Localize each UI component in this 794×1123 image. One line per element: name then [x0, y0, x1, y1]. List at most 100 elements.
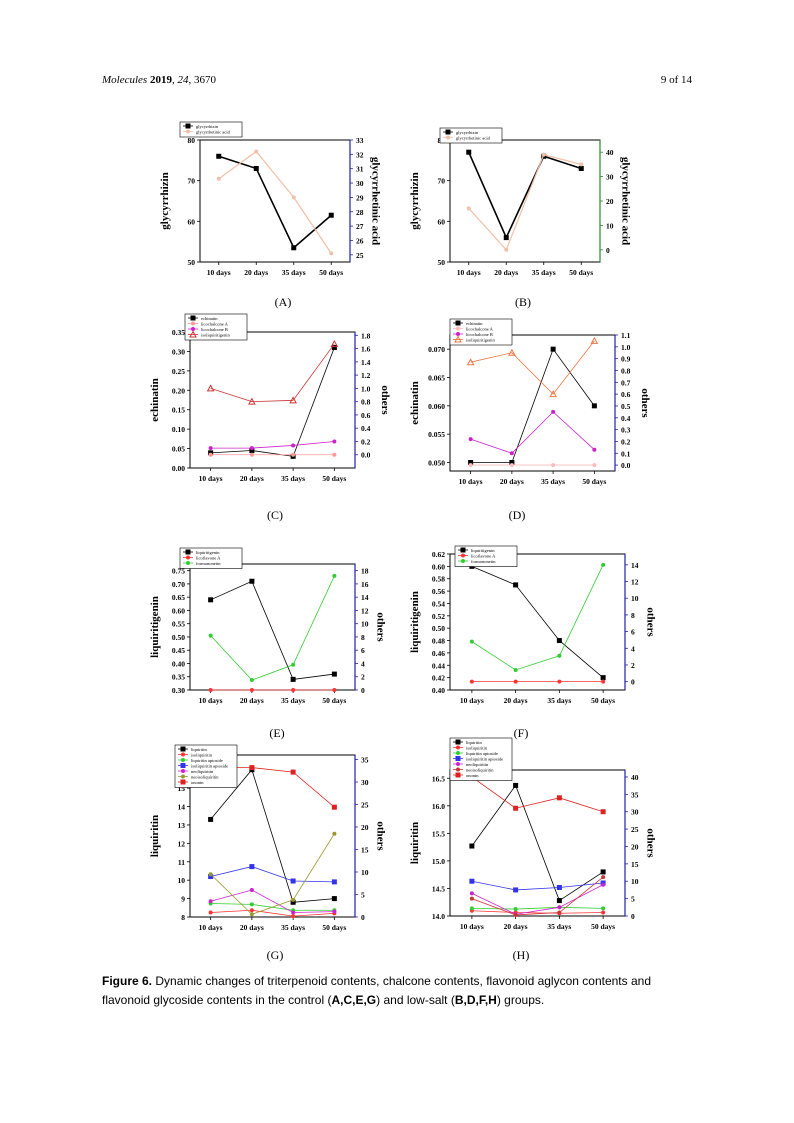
y-tick-label: 9	[181, 895, 185, 904]
y-axis-title-a: glycyrrhizin	[159, 172, 171, 229]
data-point-licochalcone-b	[551, 409, 556, 414]
data-point-licochalcone-b	[208, 446, 213, 451]
x-tick-label: 50 days	[591, 696, 615, 705]
data-point-glycyrrhizin	[216, 153, 222, 159]
y-tick-label: 0.58	[432, 575, 445, 584]
y-tick-label: 0.56	[432, 587, 445, 596]
legend-marker	[456, 326, 460, 331]
data-point-liquiritigenin	[331, 671, 337, 677]
legend-entry: licochalcone B	[466, 332, 493, 337]
series-line-glycyrrhizin	[468, 151, 582, 240]
y2-tick-label: 20	[606, 197, 614, 206]
x-tick-label: 35 days	[541, 477, 565, 486]
y2-tick-label: 18	[361, 567, 369, 576]
data-point-licochalcone-b	[509, 451, 514, 456]
y-tick-label: 0.45	[172, 646, 185, 655]
series-line-isoliquiritigenin	[210, 343, 335, 403]
data-point-neoisoliquiritin	[208, 872, 213, 877]
x-tick-label: 35 days	[532, 268, 556, 277]
data-point-isoliquiritin-apioside	[513, 887, 519, 893]
y-tick-label: 15.5	[432, 829, 445, 838]
series-line-echinatin	[210, 347, 335, 457]
data-point-isoliquiritin-apioside	[331, 879, 337, 885]
data-point-formononetin	[332, 573, 337, 578]
y-tick-label: 0.25	[172, 367, 185, 376]
data-point-formononetin	[513, 667, 518, 672]
data-point-licochalcone-a	[551, 463, 556, 468]
y-tick-label: 70	[188, 177, 196, 186]
y2-tick-label: 1.2	[361, 371, 371, 380]
data-point-neoliquiritin	[557, 905, 562, 910]
data-point-neoliquiritin	[208, 899, 213, 904]
series-line-ononin	[471, 776, 604, 813]
data-point-neoliquiritin	[332, 909, 337, 914]
legend-marker	[191, 321, 195, 326]
legend-entry: neoliquiritin	[191, 769, 214, 774]
y2-tick-label: 35	[361, 756, 369, 765]
y-tick-label: 0.60	[432, 562, 445, 571]
journal-citation: Molecules 2019, 24, 3670	[102, 74, 216, 86]
y2-tick-label: 1.0	[361, 384, 371, 393]
x-tick-label: 50 days	[319, 268, 343, 277]
panel-label-e: (E)	[269, 726, 285, 740]
y2-tick-label: 0	[631, 678, 635, 687]
data-point-liquiritigenin	[513, 582, 519, 588]
data-point-neoliquiritin	[469, 891, 474, 896]
y-tick-label: 60	[188, 217, 196, 226]
data-point-neoisoliquiritin	[291, 897, 296, 902]
y-tick-label: 50	[438, 258, 446, 267]
data-point-glycyrrhizin	[503, 235, 509, 241]
y2-tick-label: 6	[631, 628, 635, 637]
legend-marker	[456, 751, 460, 755]
legend-marker	[460, 547, 466, 553]
y2-tick-label: 20	[631, 842, 639, 851]
data-point-licochalcone-a	[291, 452, 296, 457]
y2-tick-label: 25	[361, 801, 369, 810]
y-tick-label: 0.055	[428, 430, 445, 439]
data-point-neoliquiritin	[249, 888, 254, 892]
page-number: 9 of 14	[660, 74, 692, 86]
x-tick-label: 10 days	[460, 922, 484, 931]
journal-volume: 24	[177, 74, 189, 86]
legend-entry: isoliquiritin	[191, 752, 213, 757]
legend-entry: glycyrrhetinic acid	[456, 135, 491, 140]
page-header: Molecules 2019, 24, 3670 9 of 14	[102, 74, 692, 90]
y2-tick-label: 0	[361, 686, 365, 695]
legend-entry: isoliquiritigenin	[201, 332, 230, 337]
series-line-neoisoliquiritin	[471, 876, 604, 916]
data-point-liquiritin-apioside	[249, 902, 254, 907]
panel-label-c: (C)	[267, 508, 283, 522]
data-point-isoliquiritigenin	[590, 336, 599, 344]
data-point-liquiritin	[556, 898, 562, 904]
y2-axis-title-c: others	[379, 385, 391, 415]
y-axis-title-e: liquiritigenin	[149, 596, 161, 658]
data-point-glycyrrhetinic-acid	[504, 247, 509, 252]
data-point-neoisoliquiritin	[332, 831, 337, 836]
data-point-isoliquiritin-apioside	[249, 864, 255, 870]
x-tick-label: 50 days	[322, 923, 346, 932]
legend-entry: liquiritin	[191, 747, 208, 752]
y-tick-label: 13	[178, 821, 186, 830]
y2-tick-label: 0.7	[621, 378, 631, 387]
panel-label-f: (F)	[513, 726, 529, 740]
data-point-echinatin	[591, 403, 597, 409]
data-point-glycyrrhetinic-acid	[541, 152, 546, 157]
y-tick-label: 0.050	[428, 459, 445, 468]
data-point-neoisoliquiritin	[513, 912, 518, 917]
data-point-liquiritin	[331, 896, 337, 902]
chart-a: 50 60 70 80 25 26 27 28 29 30 31 32 33 10 days 20 days…	[159, 121, 382, 277]
y2-tick-label: 4	[361, 659, 365, 668]
legend-entry: formononetin	[196, 561, 221, 566]
panel-label-h: (H)	[512, 948, 530, 962]
y2-tick-label: 30	[361, 778, 369, 787]
series-line-liquiritin	[471, 784, 604, 902]
y2-tick-label: 10	[361, 620, 369, 629]
data-point-glycyrrhetinic-acid	[291, 195, 296, 200]
series-line-neoliquiritin	[471, 884, 604, 915]
y-tick-label: 0.15	[172, 406, 185, 415]
y-tick-label: 0.62	[432, 550, 445, 559]
y-tick-label: 16.5	[432, 774, 445, 783]
x-tick-label: 10 days	[207, 268, 231, 277]
data-point-isoliquiritigenin	[549, 390, 557, 398]
data-point-liquiritigenin	[249, 578, 255, 584]
